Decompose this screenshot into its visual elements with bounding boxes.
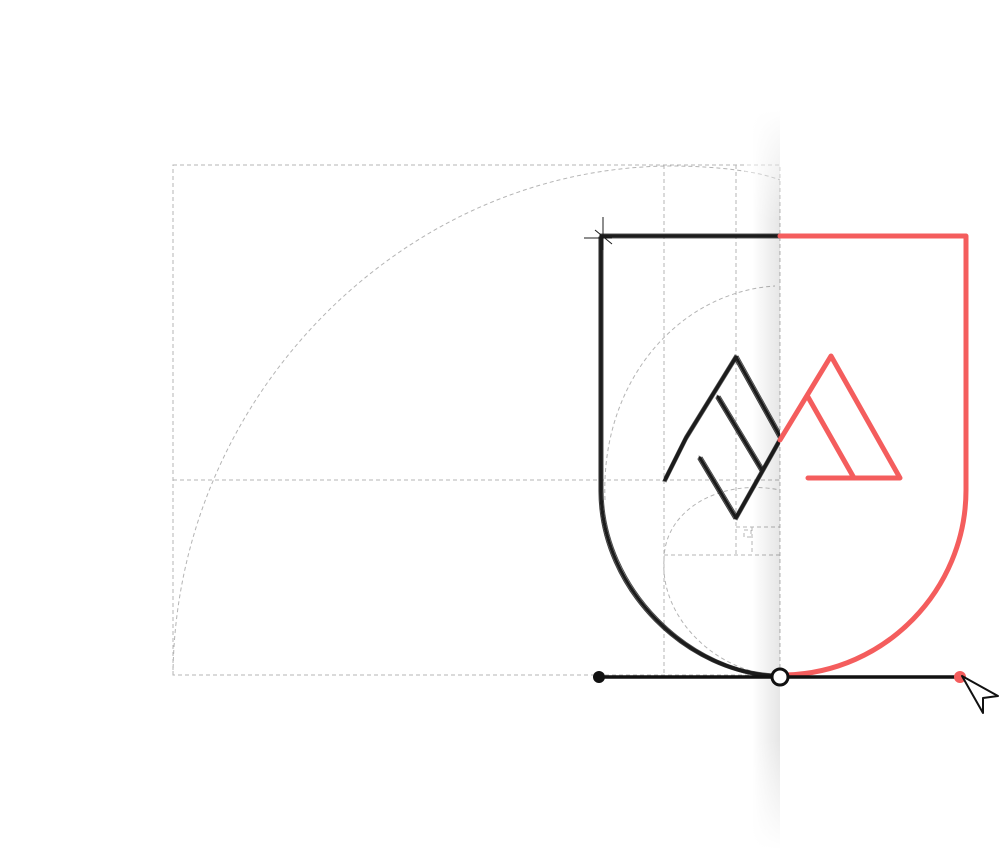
- arrow-cursor-icon: [961, 675, 999, 714]
- baseline-path-tool[interactable]: [593, 667, 966, 687]
- guide-spiral-arc: [604, 285, 776, 501]
- anchor-point-icon[interactable]: [593, 671, 605, 683]
- guide-spiral-arc: [663, 559, 781, 676]
- golden-ratio-guides: [172, 164, 781, 676]
- cursor-shape: [961, 675, 999, 714]
- guide-spiral-arc: [172, 165, 781, 676]
- selected-anchor-point-icon[interactable]: [770, 667, 790, 687]
- final-triangle-inner-stroke: [805, 394, 857, 481]
- sketch-corner-cross: [594, 229, 613, 245]
- guide-outer-rectangle: [172, 164, 781, 676]
- anchor-point-icon[interactable]: [954, 671, 966, 683]
- final-triangle-outline: [777, 353, 903, 481]
- final-shield-half: [777, 233, 969, 678]
- sketch-corner-marks: [584, 217, 613, 250]
- final-shield-outline: [777, 233, 969, 678]
- seam-shadow-fade: [745, 110, 785, 850]
